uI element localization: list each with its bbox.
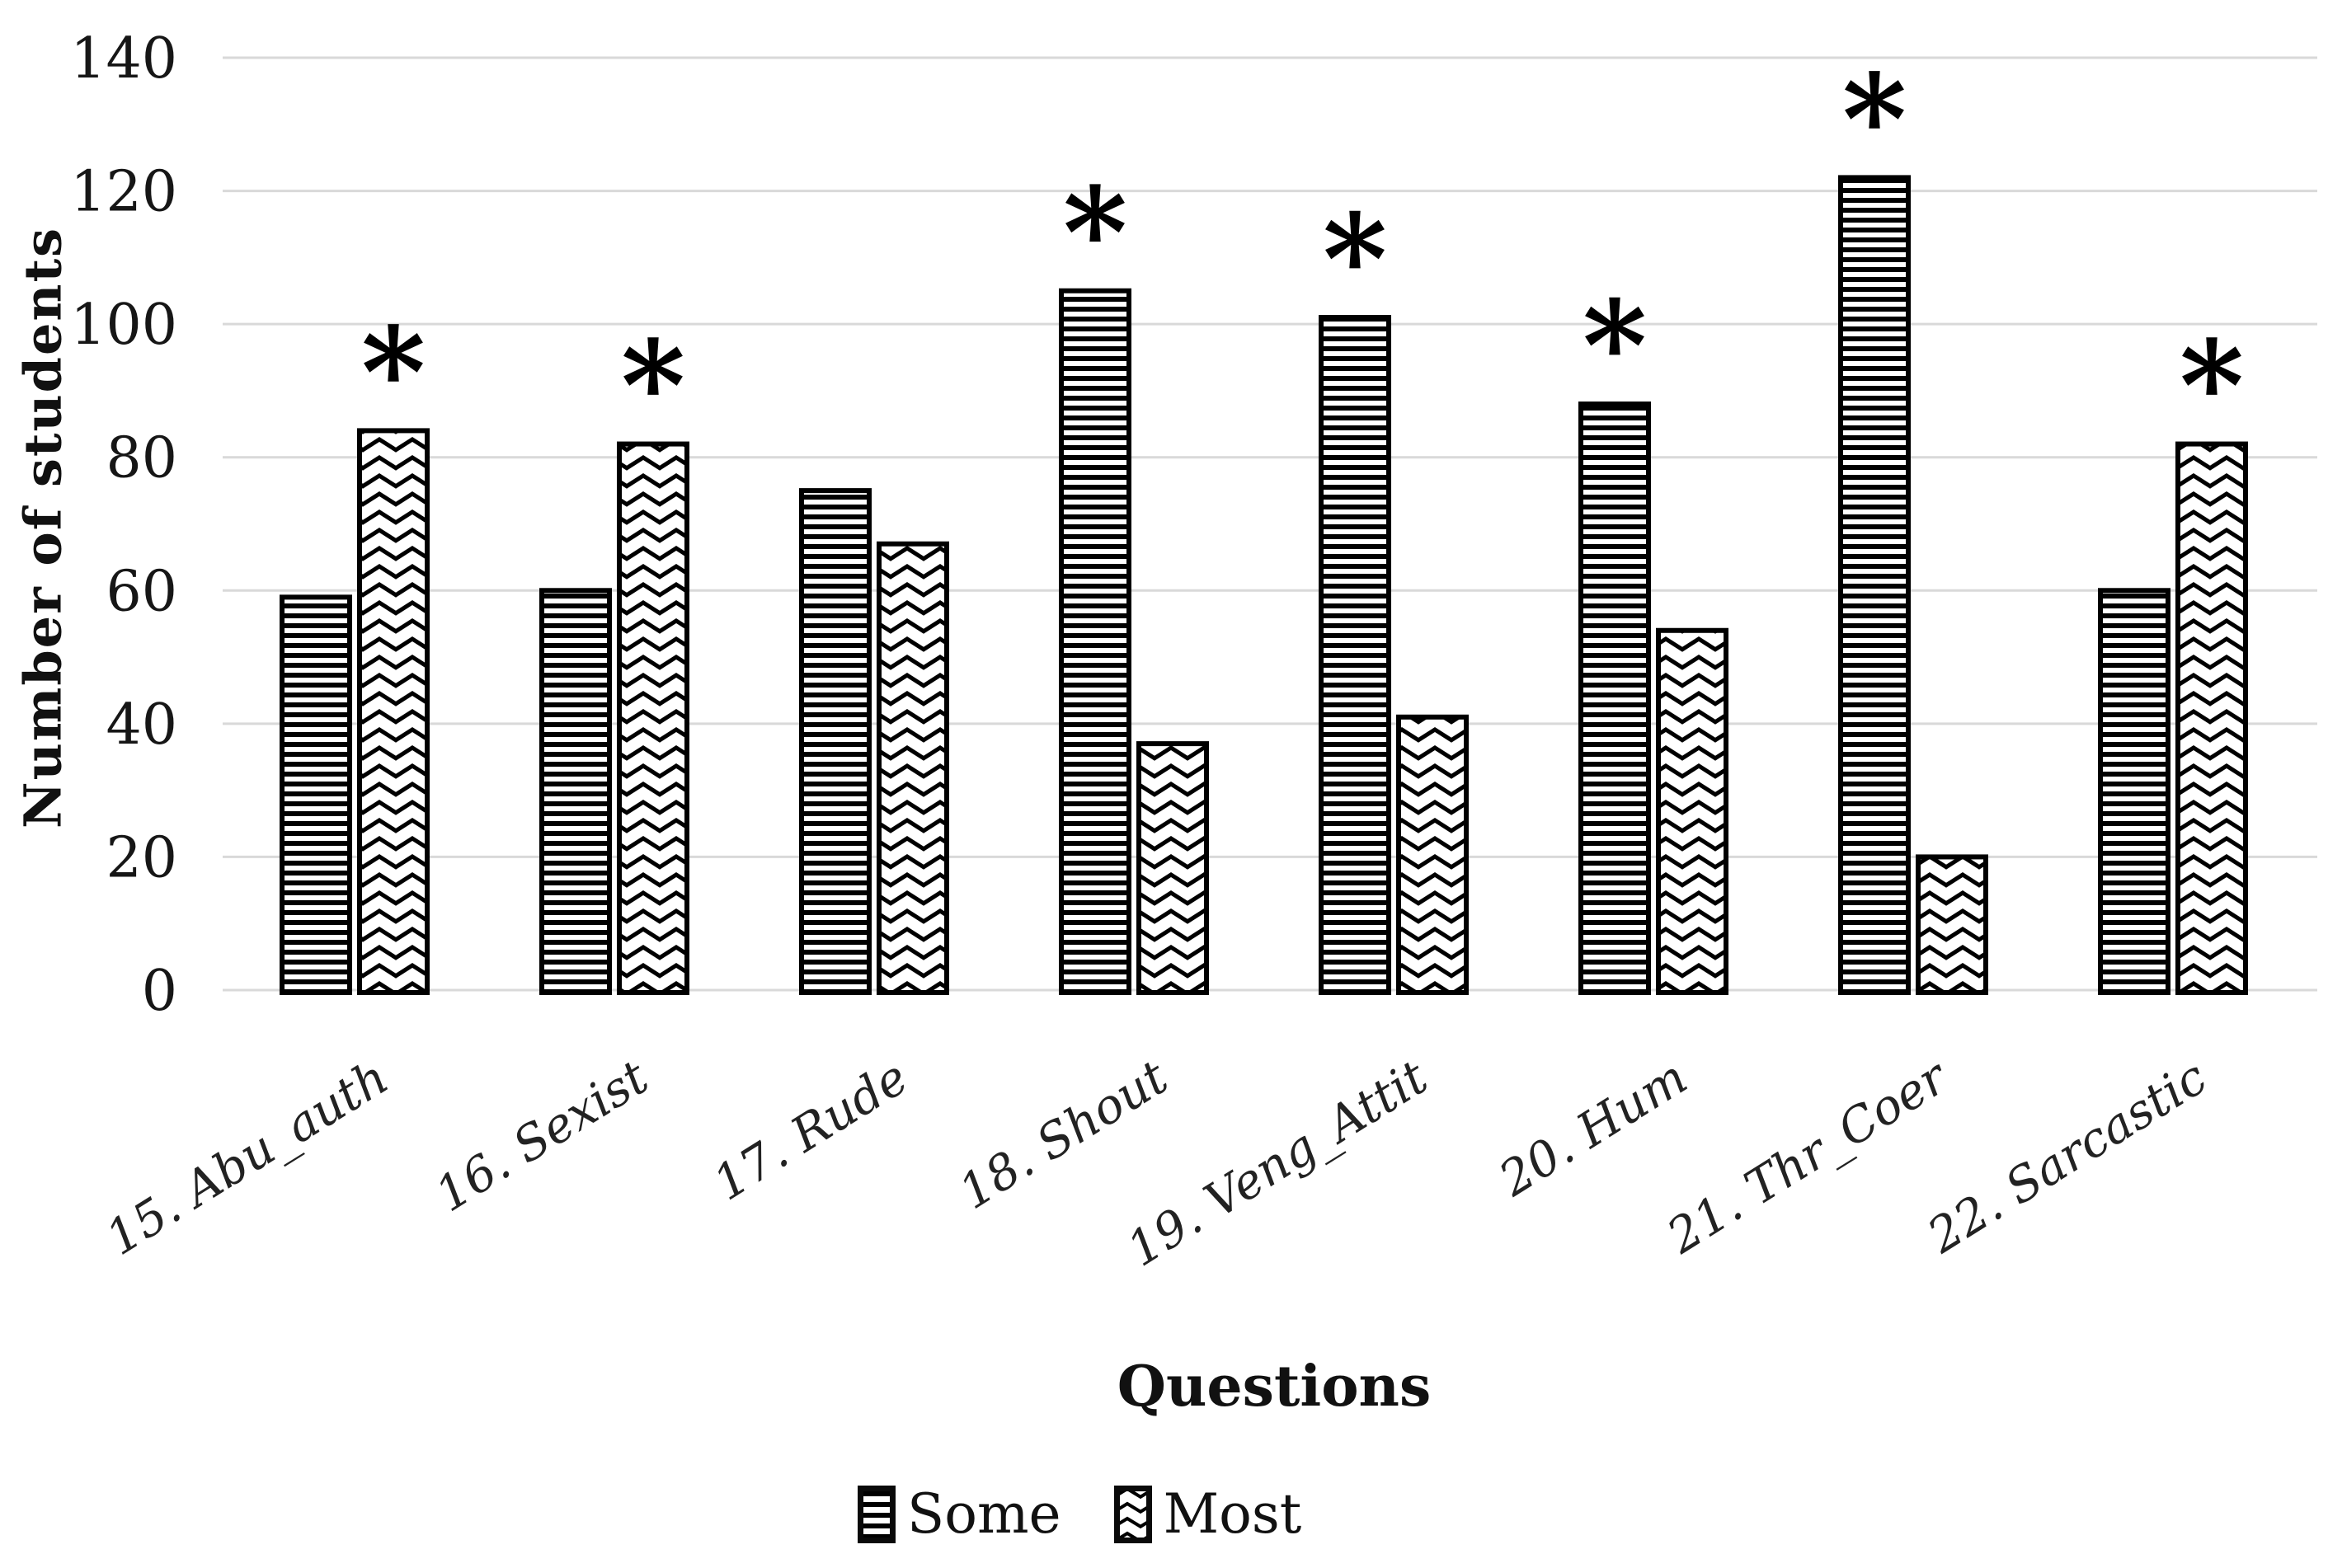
x-tick-label-6: 20. Hum [1489,1049,1696,1208]
x-tick-label-4: 18. Shout [949,1049,1178,1220]
y-tick-label-60: 60 [106,559,177,624]
bar-most-7 [1916,854,1988,996]
significance-asterisk-1: * [361,300,426,445]
y-tick-label-20: 20 [106,825,177,890]
bar-most-5 [1396,714,1469,995]
bar-some-6 [1578,401,1651,996]
legend-swatch-some-stripes-icon [858,1485,896,1543]
y-tick-label-140: 140 [70,26,177,92]
x-tick-label-8: 22. Sarcastic [1917,1049,2216,1265]
bar-some-2 [539,588,612,995]
x-tick-label-7: 21. Thr_Coer [1657,1047,1959,1265]
bar-most-4 [1136,741,1209,995]
x-axis-title: Questions [1117,1354,1432,1420]
legend-label-most: Most [1163,1482,1302,1546]
bar-some-1 [280,594,352,995]
bar-most-3 [877,541,949,995]
bar-most-2 [617,441,689,995]
significance-asterisk-5: * [1323,187,1387,332]
bar-some-7 [1838,175,1911,995]
y-tick-label-120: 120 [70,160,177,225]
significance-asterisk-7: * [1842,47,1907,192]
y-tick-label-80: 80 [106,426,177,491]
bar-most-1 [357,428,430,995]
x-tick-label-2: 16. Sexist [426,1049,658,1223]
legend-label-some: Some [907,1482,1061,1546]
bar-most-6 [1656,627,1728,995]
y-tick-label-0: 0 [142,959,177,1024]
legend-item-some: Some [858,1482,1061,1546]
x-tick-label-3: 17. Rude [703,1049,917,1211]
legend-swatch-most-chevron-icon [1113,1485,1152,1543]
bar-some-4 [1059,288,1131,995]
y-tick-label-100: 100 [70,293,177,358]
significance-asterisk-4: * [1063,161,1127,306]
y-axis-title: Number of students [12,226,73,829]
bar-most-8 [2175,441,2248,995]
significance-asterisk-2: * [621,314,685,459]
legend-item-most: Most [1113,1482,1302,1546]
bar-some-5 [1319,315,1391,996]
bar-some-3 [799,488,872,995]
x-tick-label-1: 15. Abu_auth [96,1049,398,1266]
bar-some-8 [2098,588,2170,995]
significance-asterisk-6: * [1583,274,1647,419]
legend: Some Most [858,1482,1301,1546]
y-tick-label-40: 40 [106,692,177,758]
significance-asterisk-8: * [2180,314,2244,459]
